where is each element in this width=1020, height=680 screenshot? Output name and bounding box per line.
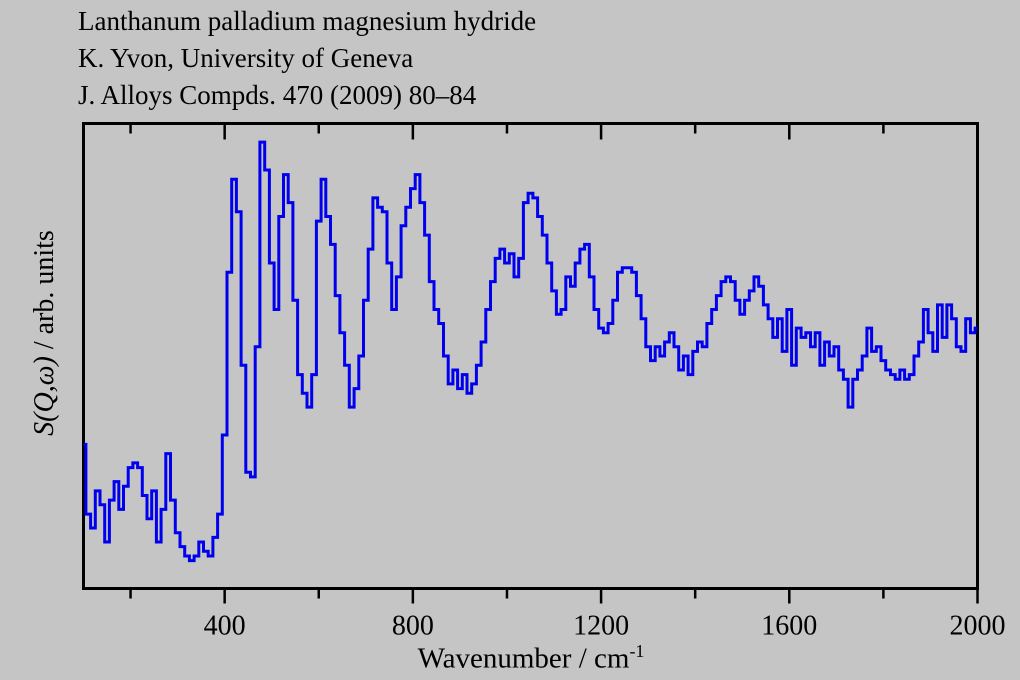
x-axis-label: Wavenumber / cm-1 bbox=[418, 641, 645, 676]
x-tick-label: 2000 bbox=[950, 611, 1006, 642]
x-axis-ticks bbox=[129, 123, 979, 604]
figure-author: K. Yvon, University of Geneva bbox=[78, 43, 414, 73]
x-tick-label: 400 bbox=[204, 611, 246, 642]
x-tick-label: 800 bbox=[392, 611, 434, 642]
y-axis-label-units: / arb. units bbox=[29, 230, 60, 357]
y-axis-label: S(Q,ω) / arb. units bbox=[29, 230, 61, 436]
spectrum-curve bbox=[83, 140, 978, 563]
figure-caption-block: Lanthanum palladium magnesium hydride K.… bbox=[78, 3, 536, 114]
x-axis-label-text: Wavenumber / cm bbox=[417, 642, 630, 675]
figure-reference: J. Alloys Compds. 470 (2009) 80–84 bbox=[78, 80, 477, 110]
plot-frame bbox=[82, 122, 979, 590]
x-axis-label-exponent: -1 bbox=[629, 641, 645, 661]
x-tick-label: 1600 bbox=[761, 611, 817, 642]
figure-title: Lanthanum palladium magnesium hydride bbox=[78, 6, 537, 36]
x-tick-label: 1200 bbox=[573, 611, 629, 642]
x-axis-tick-labels: 400 800 1200 1600 2000 bbox=[204, 611, 1006, 642]
y-axis-label-symbol: S(Q,ω) bbox=[29, 356, 60, 436]
